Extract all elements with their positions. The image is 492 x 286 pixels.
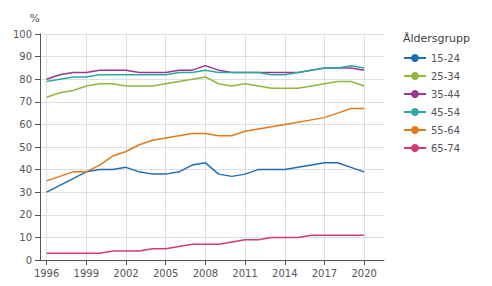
svg-text:1999: 1999: [74, 268, 99, 279]
svg-text:2014: 2014: [272, 268, 297, 279]
svg-text:25-34: 25-34: [431, 71, 460, 82]
svg-text:15-24: 15-24: [431, 53, 460, 64]
svg-text:2005: 2005: [153, 268, 178, 279]
svg-text:10: 10: [19, 232, 32, 243]
svg-text:55-64: 55-64: [431, 125, 460, 136]
svg-text:35-44: 35-44: [431, 89, 460, 100]
svg-text:40: 40: [19, 164, 32, 175]
svg-text:50: 50: [19, 142, 32, 153]
svg-text:70: 70: [19, 96, 32, 107]
svg-text:2011: 2011: [232, 268, 257, 279]
svg-text:80: 80: [19, 74, 32, 85]
svg-text:100: 100: [13, 29, 32, 40]
svg-text:2020: 2020: [351, 268, 376, 279]
svg-text:%: %: [30, 12, 40, 25]
svg-text:90: 90: [19, 51, 32, 62]
svg-text:Åldersgrupp: Åldersgrupp: [403, 32, 470, 45]
svg-text:30: 30: [19, 187, 32, 198]
svg-text:2008: 2008: [193, 268, 218, 279]
svg-text:60: 60: [19, 119, 32, 130]
svg-text:65-74: 65-74: [431, 143, 460, 154]
svg-text:1996: 1996: [34, 268, 59, 279]
svg-text:0: 0: [26, 255, 32, 266]
svg-text:45-54: 45-54: [431, 107, 460, 118]
svg-text:20: 20: [19, 209, 32, 220]
svg-text:2017: 2017: [312, 268, 337, 279]
svg-text:2002: 2002: [113, 268, 138, 279]
